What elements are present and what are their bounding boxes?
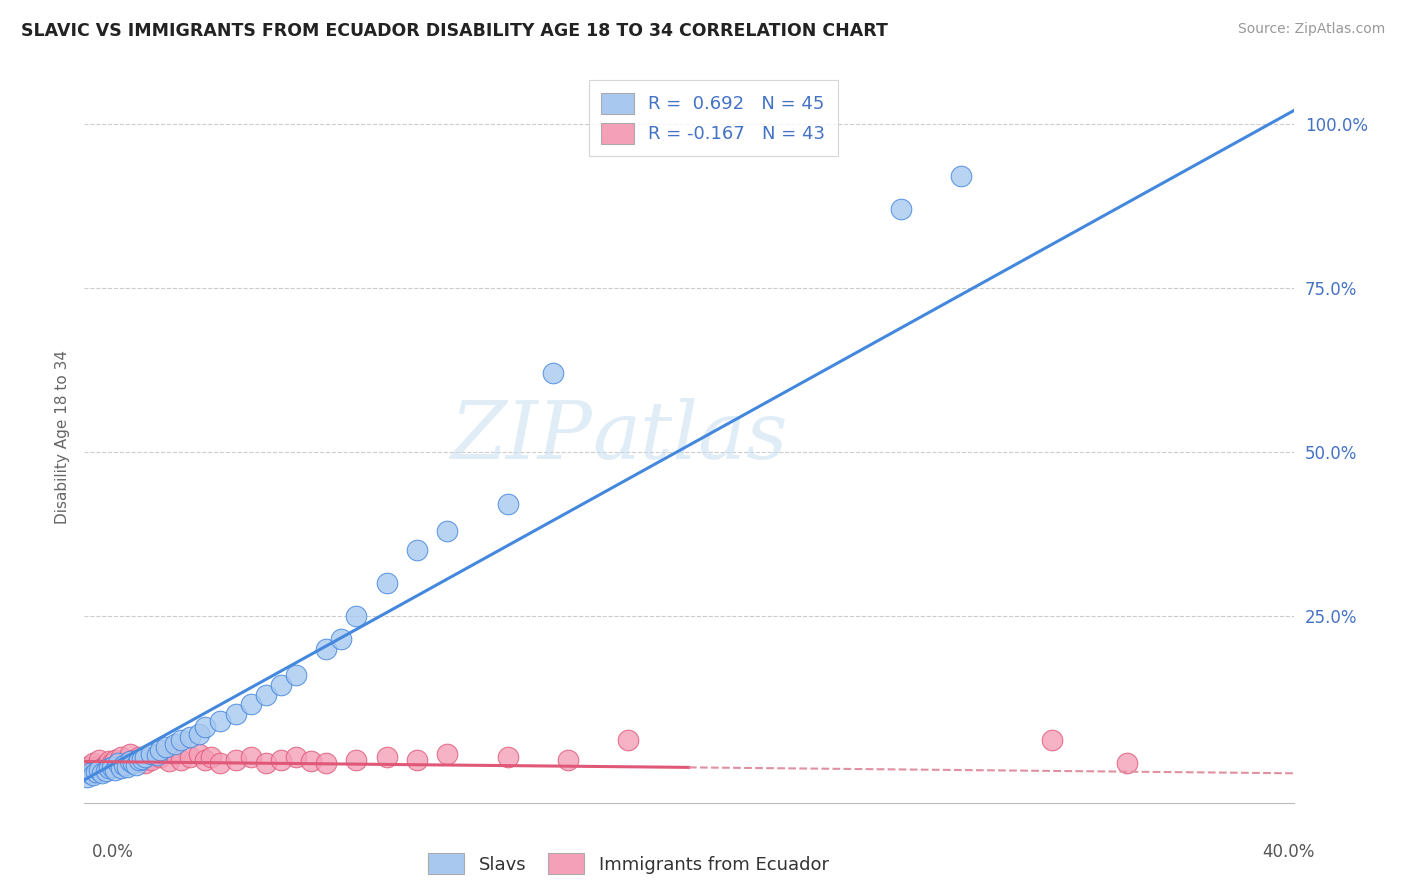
Point	[100, 756, 122, 771]
Point	[1040, 733, 1063, 747]
Point	[79, 766, 101, 780]
Point	[406, 543, 429, 558]
Point	[557, 753, 579, 767]
Point	[79, 763, 101, 777]
Point	[270, 678, 292, 692]
Point	[617, 733, 640, 747]
Point	[163, 747, 186, 761]
Point	[86, 760, 108, 774]
Text: 40.0%: 40.0%	[1263, 843, 1315, 861]
Point	[118, 747, 141, 761]
Point	[76, 770, 98, 784]
Point	[330, 632, 353, 646]
Text: 0.0%: 0.0%	[91, 843, 134, 861]
Point	[97, 755, 120, 769]
Point	[496, 497, 519, 511]
Point	[188, 747, 211, 761]
Point	[1116, 756, 1139, 771]
Point	[284, 668, 308, 682]
Point	[131, 752, 153, 766]
Point	[110, 750, 132, 764]
Point	[950, 169, 973, 184]
Point	[163, 737, 186, 751]
Point	[89, 753, 111, 767]
Point	[107, 756, 129, 771]
Point	[225, 707, 247, 722]
Point	[436, 524, 458, 538]
Point	[86, 764, 108, 779]
Point	[97, 761, 120, 775]
Point	[179, 730, 201, 744]
Point	[239, 698, 262, 712]
Point	[254, 756, 277, 771]
Point	[107, 760, 129, 774]
Legend: Slavs, Immigrants from Ecuador: Slavs, Immigrants from Ecuador	[420, 847, 837, 881]
Point	[157, 755, 180, 769]
Point	[179, 750, 201, 764]
Point	[299, 755, 322, 769]
Point	[112, 758, 135, 772]
Point	[121, 753, 143, 767]
Point	[188, 727, 211, 741]
Point	[128, 753, 150, 767]
Point	[346, 753, 368, 767]
Point	[170, 753, 193, 767]
Point	[76, 760, 98, 774]
Point	[139, 753, 162, 767]
Point	[270, 753, 292, 767]
Point	[94, 758, 117, 772]
Point	[149, 750, 172, 764]
Point	[155, 739, 177, 754]
Point	[121, 756, 143, 771]
Point	[100, 760, 122, 774]
Text: ZIP: ZIP	[450, 399, 592, 475]
Point	[541, 366, 564, 380]
Text: atlas: atlas	[592, 399, 787, 475]
Point	[82, 767, 104, 781]
Point	[125, 758, 148, 772]
Point	[194, 753, 217, 767]
Point	[284, 750, 308, 764]
Text: SLAVIC VS IMMIGRANTS FROM ECUADOR DISABILITY AGE 18 TO 34 CORRELATION CHART: SLAVIC VS IMMIGRANTS FROM ECUADOR DISABI…	[21, 22, 889, 40]
Point	[82, 756, 104, 771]
Point	[209, 714, 232, 728]
Point	[254, 688, 277, 702]
Point	[118, 755, 141, 769]
Point	[170, 733, 193, 747]
Point	[315, 641, 337, 656]
Point	[149, 743, 172, 757]
Point	[134, 750, 156, 764]
Point	[134, 756, 156, 771]
Point	[115, 760, 138, 774]
Point	[225, 753, 247, 767]
Point	[346, 608, 368, 623]
Point	[436, 747, 458, 761]
Point	[104, 753, 127, 767]
Point	[91, 766, 114, 780]
Point	[112, 756, 135, 771]
Point	[110, 761, 132, 775]
Point	[496, 750, 519, 764]
Point	[89, 763, 111, 777]
Point	[375, 576, 398, 591]
Point	[194, 720, 217, 734]
Point	[406, 753, 429, 767]
Point	[139, 747, 162, 761]
Point	[890, 202, 912, 216]
Point	[128, 750, 150, 764]
Point	[146, 747, 169, 762]
Point	[104, 763, 127, 777]
Point	[209, 756, 232, 771]
Point	[239, 750, 262, 764]
Point	[315, 756, 337, 771]
Text: Source: ZipAtlas.com: Source: ZipAtlas.com	[1237, 22, 1385, 37]
Point	[94, 764, 117, 779]
Y-axis label: Disability Age 18 to 34: Disability Age 18 to 34	[55, 350, 70, 524]
Point	[91, 761, 114, 775]
Point	[375, 750, 398, 764]
Point	[200, 750, 222, 764]
